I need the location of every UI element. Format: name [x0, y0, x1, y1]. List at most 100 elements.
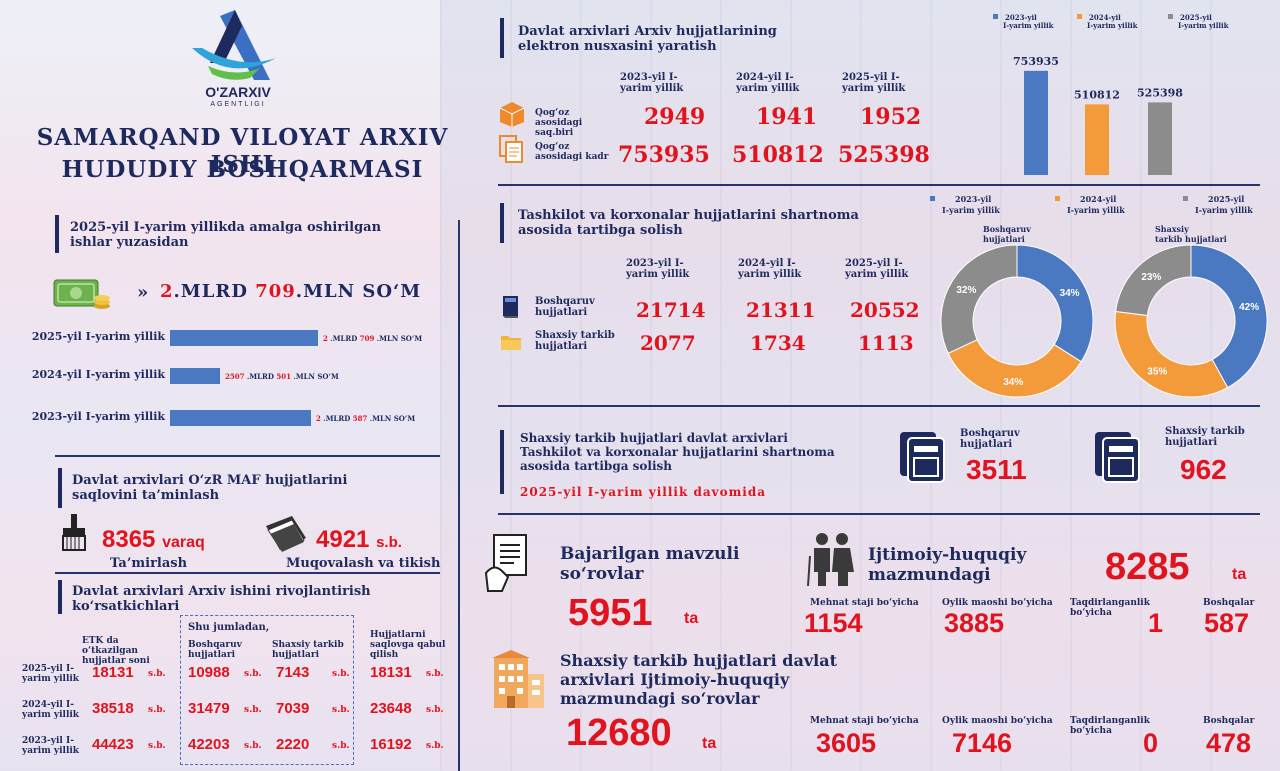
- donut-charts-svg: 2023-yil I-yarim yillik 2024-yil I-yarim yi…: [930, 194, 1268, 398]
- personal-social-value: 12680: [566, 712, 672, 754]
- elec-year-2023: 2023-yil I-yarim yillik: [620, 72, 684, 94]
- restore-value: 8365 varaq: [102, 526, 205, 553]
- dev-cell-unit: s.b.: [426, 669, 444, 679]
- finance-bar: [170, 410, 311, 426]
- page-title-line2: HUDUDIY BOSHQARMASI: [61, 156, 424, 183]
- box-icon: [498, 100, 526, 128]
- dev-cell-unit: s.b.: [426, 741, 444, 751]
- donut-right-slice: [1114, 310, 1229, 398]
- thematic-unit: ta: [684, 610, 699, 627]
- dev-cell-unit: s.b.: [244, 669, 262, 679]
- social-val-2: 1: [1148, 608, 1164, 638]
- dev-cell-bosh: 10988: [188, 664, 230, 681]
- elec-row2-label: Qog‘oz asosidagi kadr: [535, 142, 609, 162]
- section-accent: [500, 203, 504, 243]
- dev-row-year: 2024-yil I-yarim yillik: [22, 700, 80, 720]
- dev-cell-bosh: 31479: [188, 700, 230, 717]
- arr-shax-label: Shaxsiy tarkib hujjatlari: [1165, 426, 1245, 448]
- contracts-row1-2025: 20552: [850, 298, 920, 322]
- thematic-value: 5951: [568, 592, 653, 634]
- legend-label: 2025-yil I-yarim yillik: [1195, 194, 1253, 215]
- finance-bar-value-part: .MLRD: [320, 414, 353, 423]
- donut-right-slice: [1190, 244, 1268, 389]
- ps-val-0: 3605: [816, 728, 877, 758]
- elec-bar: [1085, 104, 1109, 175]
- finance-headline-b: .MLRD: [173, 281, 256, 302]
- elec-row1-2025: 1952: [860, 104, 922, 130]
- dev-row-year: 2025-yil I-yarim yillik: [22, 664, 80, 684]
- contracts-row2-2023: 2077: [640, 331, 696, 355]
- legend-label: 2023-yil I-yarim yillik: [942, 194, 1000, 215]
- donut-right-slice: [1115, 244, 1192, 317]
- archive-folder-icon: [1093, 428, 1145, 484]
- donut-left-slice: [940, 244, 1018, 355]
- restore-label: Ta’mirlash: [110, 556, 188, 571]
- social-val-1: 3885: [944, 608, 1005, 638]
- divider: [55, 455, 440, 457]
- finance-bar-value-part: 501: [276, 372, 291, 381]
- finance-headline-a: 2: [160, 281, 174, 302]
- donut-left-slice: [1016, 244, 1094, 363]
- dev-cell-unit: s.b.: [244, 741, 262, 751]
- finance-row-label: 2024-yil I-yarim yillik: [31, 368, 165, 381]
- donut-left-slice: [947, 339, 1082, 398]
- finance-bar-value-part: .MLRD: [244, 372, 277, 381]
- social-value: 8285: [1105, 546, 1190, 588]
- finance-row-label: 2023-yil I-yarim yillik: [31, 410, 165, 423]
- elec-bar-chart-svg: 2023-yil I-yarim yillik 2024-yil I-yarim yi…: [993, 13, 1229, 175]
- donut-left-slice-label: 34%: [1003, 377, 1023, 388]
- ps-col-1: Oylik maoshi bo‘yicha: [942, 716, 1053, 726]
- elec-bar-chart: 2023-yil I-yarim yillik 2024-yil I-yarim yi…: [990, 10, 1270, 190]
- social-col-2: Taqdirlanganlik bo‘yicha: [1070, 598, 1150, 618]
- dev-cell-etk: 38518: [92, 700, 134, 717]
- dev-cell-unit: s.b.: [244, 705, 262, 715]
- dev-heading: Davlat arxivlari Arxiv ishini rivojlanti…: [72, 584, 371, 614]
- contracts-row1-label: Boshqaruv hujjatlari: [535, 296, 595, 318]
- finance-bar-value: 2 .MLRD 587 .MLN SO‘M: [316, 414, 415, 423]
- col-bosh: Boshqaruv hujjatlari: [188, 640, 242, 660]
- contracts-row1-2024: 21311: [746, 298, 816, 322]
- finance-bar-value-part: .MLN SO‘M: [367, 414, 416, 423]
- divider: [55, 572, 440, 574]
- document-hand-icon: [484, 533, 530, 593]
- elec-bar: [1148, 102, 1172, 175]
- contracts-heading: Tashkilot va korxonalar hujjatlarini sha…: [518, 208, 859, 238]
- books-icon: [262, 512, 310, 556]
- bind-label: Muqovalash va tikish: [286, 556, 441, 571]
- finance-heading: 2025-yil I-yarim yillikda amalga oshiril…: [70, 220, 382, 250]
- donut-charts: 2023-yil I-yarim yillik 2024-yil I-yarim yi…: [925, 190, 1275, 410]
- finance-headline-d: .MLN SO‘M: [295, 281, 422, 302]
- donut-left-slice-label: 34%: [1060, 288, 1080, 299]
- social-unit: ta: [1232, 566, 1247, 583]
- legend-swatch: [1055, 196, 1060, 201]
- page-title-line1: SAMARQAND VILOYAT ARXIV ISHI: [36, 124, 449, 178]
- money-icon: [52, 274, 112, 314]
- dev-cell-unit: s.b.: [148, 741, 166, 751]
- elec-row2-2023: 753935: [618, 142, 710, 168]
- dev-cell-unit: s.b.: [148, 705, 166, 715]
- dev-cell-etk: 44423: [92, 736, 134, 753]
- bind-value: 4921 s.b.: [316, 526, 402, 553]
- finance-bar-value-part: .MLN SO‘M: [374, 334, 423, 343]
- elec-bar: [1024, 70, 1048, 175]
- agency-logo: O'ZARXIV AGENTLIGI: [180, 8, 290, 118]
- finance-bar-value-part: 2: [316, 414, 321, 423]
- finance-bar: [170, 330, 318, 346]
- arrangement-heading: Shaxsiy tarkib hujjatlari davlat arxivla…: [520, 431, 835, 473]
- dev-cell-shax: 7039: [276, 700, 310, 717]
- contracts-row2-label: Shaxsiy tarkib hujjatlari: [535, 330, 615, 352]
- finance-bar: [170, 368, 220, 384]
- finance-bar-value-part: 709: [359, 334, 375, 343]
- col-etk: ETK da o‘tkazilgan hujjatlar soni: [82, 636, 150, 666]
- vertical-divider: [458, 220, 460, 771]
- contracts-row1-2023: 21714: [636, 298, 706, 322]
- section-accent: [55, 215, 59, 253]
- donut-left-title: Boshqaruv hujjatlari: [983, 224, 1031, 244]
- divider: [498, 513, 1260, 515]
- dev-cell-shax: 2220: [276, 736, 310, 753]
- arr-bosh-label: Boshqaruv hujjatlari: [960, 428, 1020, 450]
- ps-col-2: Taqdirlanganlik bo‘yicha: [1070, 716, 1150, 736]
- social-col-0: Mehnat staji bo‘yicha: [810, 598, 919, 608]
- elec-row1-2023: 2949: [644, 104, 706, 130]
- contracts-year-2024: 2024-yil I-yarim yillik: [738, 258, 802, 280]
